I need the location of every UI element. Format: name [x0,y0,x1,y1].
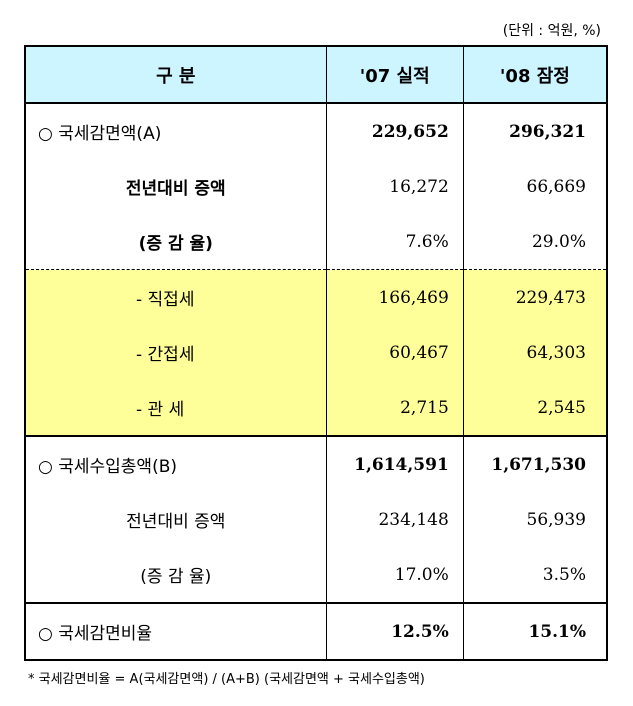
value-2007: 16,272 [326,159,464,214]
row-label: 전년대비 증액 [25,159,327,214]
row-label: ○ 국세수입총액(B) [25,435,327,492]
value-2008: 1,671,530 [463,435,607,492]
value-2008: 15.1% [463,602,607,660]
table-row: (증 감 율) 7.6% 29.0% [25,214,607,270]
table-header-row: 구 분 '07 실적 '08 잠정 [25,46,607,104]
header-2007-actual: '07 실적 [326,46,464,104]
value-2007: 234,148 [326,492,464,547]
header-2008-provisional: '08 잠정 [463,46,607,104]
row-label: - 간접세 [25,325,327,380]
value-2007: 60,467 [326,325,464,380]
value-2008: 64,303 [463,325,607,380]
table-row: - 관 세 2,715 2,545 [25,380,607,436]
header-category: 구 분 [25,46,327,104]
row-label: - 직접세 [25,269,327,325]
value-2007: 1,614,591 [326,435,464,492]
value-2008: 56,939 [526,509,586,530]
value-2007: 229,652 [326,103,464,159]
value-2008: 3.5% [542,564,586,585]
row-label: (증 감 율) [25,547,327,603]
value-2007: 2,715 [326,380,464,436]
row-label: 전년대비 증액 [25,492,327,547]
table-row: - 직접세 166,469 229,473 [25,269,607,325]
row-label: ○ 국세감면비율 [25,602,327,660]
value-2008: 2,545 [463,380,607,436]
value-2007: 7.6% [326,214,464,270]
table-row: ○ 국세수입총액(B) 1,614,591 1,671,530 [25,435,607,492]
value-2008: 66,669 [526,176,586,197]
table-row: (증 감 율) 17.0% 3.5% [25,547,607,603]
value-2008: 296,321 [509,121,586,142]
tax-reduction-table: 구 분 '07 실적 '08 잠정 ○ 국세감면액(A) 229,652 296… [24,45,608,661]
table-row: ○ 국세감면비율 12.5% 15.1% [25,602,607,660]
value-2007: 17.0% [326,547,464,603]
value-2007: 166,469 [326,269,464,325]
unit-note: (단위 : 억원, %) [502,23,601,39]
value-2007: 12.5% [326,602,464,660]
table-row: - 간접세 60,467 64,303 [25,325,607,380]
table-row: ○ 국세감면액(A) 229,652 296,321 [25,103,607,159]
value-2008: 229,473 [463,269,607,325]
value-2008: 29.0% [531,231,586,252]
row-label: - 관 세 [25,380,327,436]
footnote: * 국세감면비율 = A(국세감면액) / (A+B) (국세감면액 + 국세수… [28,672,425,687]
table-row: 전년대비 증액 16,272 66,669 [25,159,607,214]
row-label: (증 감 율) [25,214,327,270]
table-row: 전년대비 증액 234,148 56,939 [25,492,607,547]
row-label: ○ 국세감면액(A) [25,103,327,159]
